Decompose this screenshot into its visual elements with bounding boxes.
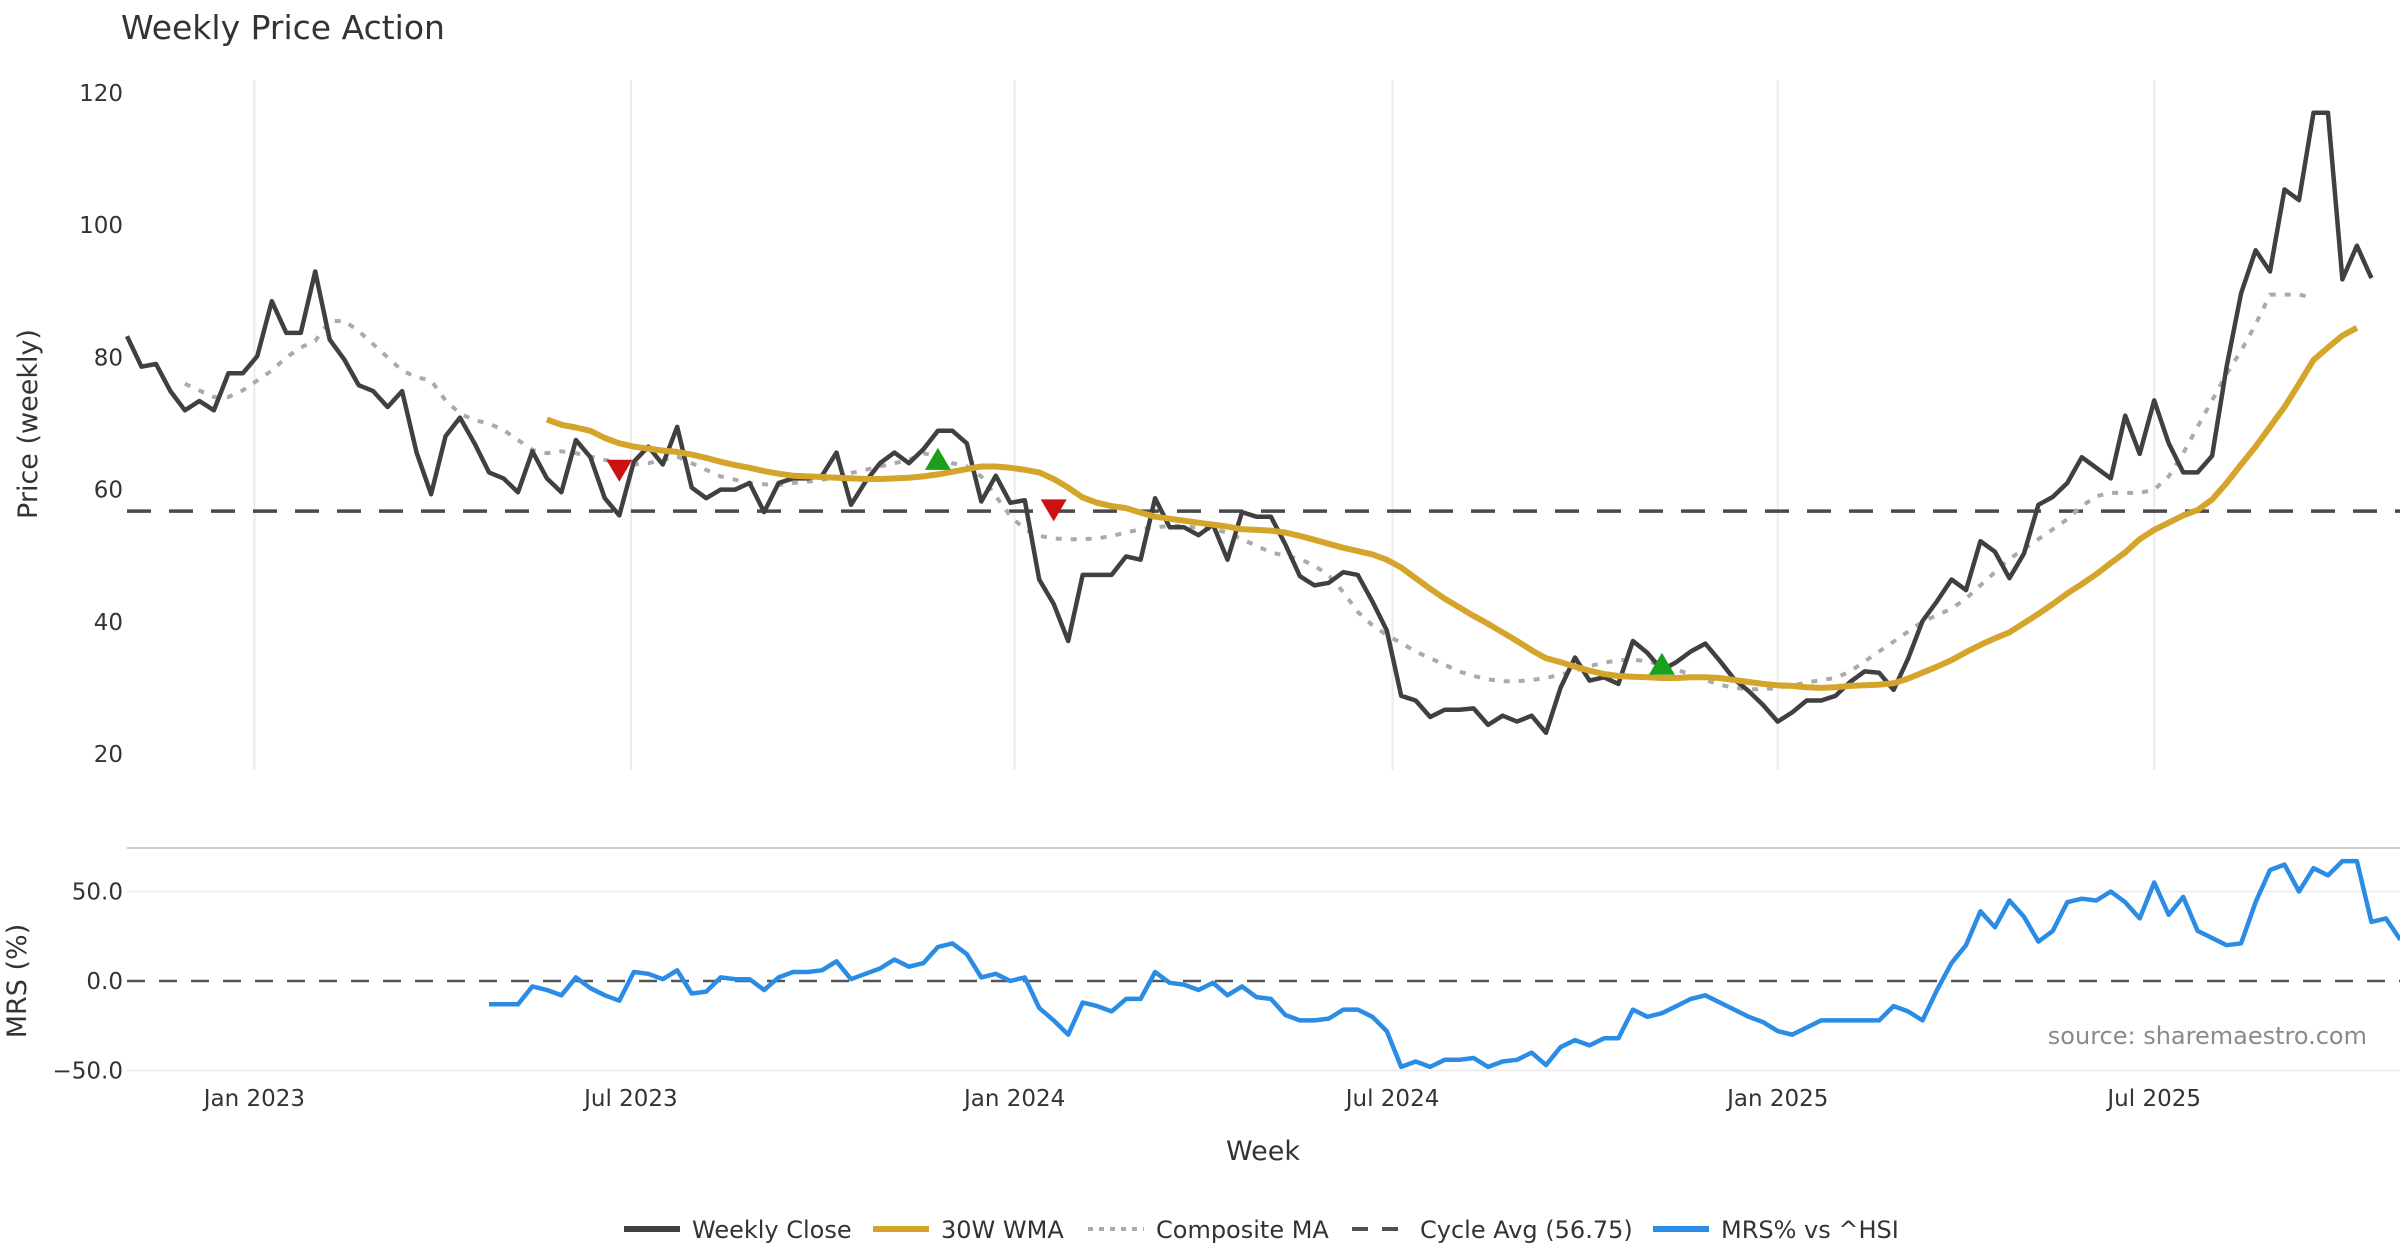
sell-signal-marker (606, 459, 633, 482)
x-tick-label: Jan 2024 (962, 1086, 1065, 1112)
price-y-tick-label: 100 (79, 213, 123, 239)
x-axis-ticks: Jan 2023 Jul 2023 Jan 2024 Jul 2024 Jan 2025… (202, 1086, 2201, 1112)
mrs-y-axis-label: MRS (%) (2, 924, 33, 1039)
x-tick-label: Jul 2023 (582, 1086, 678, 1112)
legend-item[interactable]: Composite MA (1088, 1216, 1329, 1244)
series-line-mrs (489, 858, 2400, 1070)
price-y-ticks: 120 100 80 60 40 20 (79, 81, 123, 768)
mrs-gridlines (127, 890, 2400, 1072)
mrs-y-tick-label: −50.0 (53, 1059, 123, 1085)
legend: Weekly Close 30W WMA Composite MA Cycle Avg… (624, 1216, 1899, 1244)
legend-item[interactable]: 30W WMA (873, 1216, 1064, 1244)
series-line-weekly-close (124, 110, 2374, 736)
mrs-y-ticks: 50.0 0.0 −50.0 (53, 880, 123, 1085)
x-tick-label: Jul 2024 (1344, 1086, 1440, 1112)
mrs-series (489, 858, 2400, 1070)
price-y-axis-label: Price (weekly) (13, 329, 44, 519)
price-y-tick-label: 60 (94, 478, 123, 504)
x-tick-label: Jan 2023 (202, 1086, 305, 1112)
series-line-30w-wma (545, 325, 2359, 691)
price-y-tick-label: 120 (79, 81, 123, 107)
legend-label: Weekly Close (692, 1216, 852, 1244)
sell-signal-marker (1040, 499, 1067, 522)
price-y-tick-label: 40 (94, 610, 123, 636)
buy-signal-marker (1648, 652, 1675, 675)
legend-item[interactable]: Cycle Avg (56.75) (1352, 1216, 1633, 1244)
signal-markers (606, 447, 1675, 675)
price-y-tick-label: 80 (94, 345, 123, 371)
legend-label: Composite MA (1156, 1216, 1329, 1244)
price-series (124, 110, 2374, 736)
legend-item[interactable]: Weekly Close (624, 1216, 852, 1244)
mrs-y-tick-label: 50.0 (72, 880, 123, 906)
series-line-composite-ma (184, 292, 2314, 692)
legend-label: MRS% vs ^HSI (1721, 1216, 1899, 1244)
x-tick-label: Jul 2025 (2105, 1086, 2201, 1112)
mrs-y-tick-label: 0.0 (86, 969, 123, 995)
x-tick-label: Jan 2025 (1725, 1086, 1828, 1112)
x-axis-label: Week (1226, 1136, 1300, 1167)
source-label: source: sharemaestro.com (2048, 1022, 2367, 1050)
price-gridlines (253, 80, 2156, 770)
legend-label: Cycle Avg (56.75) (1420, 1216, 1633, 1244)
buy-signal-marker (924, 447, 951, 470)
legend-item[interactable]: MRS% vs ^HSI (1653, 1216, 1899, 1244)
chart-title: Weekly Price Action (121, 8, 445, 47)
legend-label: 30W WMA (941, 1216, 1064, 1244)
price-y-tick-label: 20 (94, 742, 123, 768)
